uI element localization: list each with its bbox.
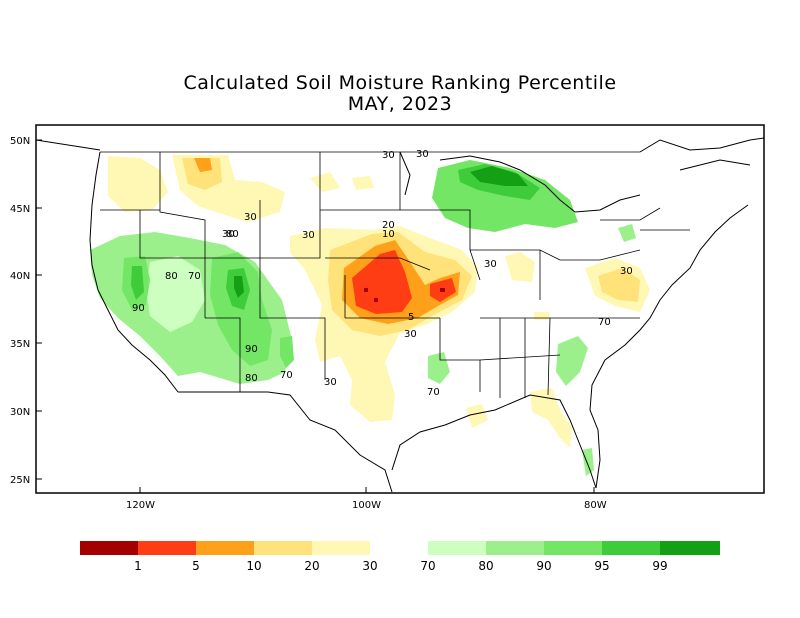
contour-label: 80 [245, 373, 258, 384]
dry-region-iowa [505, 252, 535, 282]
longitude-axis: 120W 100W 80W [126, 487, 607, 511]
wet-region-nm [280, 336, 294, 368]
wet-region-maine [618, 224, 636, 242]
map-layer: 30 30 30 30 20 10 80 80 70 90 90 80 70 3… [36, 137, 764, 493]
lon-label: 100W [352, 500, 381, 511]
wet-core-nevada [131, 266, 144, 300]
legend-label: 5 [192, 559, 200, 573]
lat-label: 50N [10, 136, 30, 147]
legend-swatch [196, 541, 254, 555]
dry-region-gulf-small [466, 404, 488, 428]
coastlines [36, 137, 764, 493]
contour-label: 30 [484, 259, 497, 270]
legend-swatch [254, 541, 312, 555]
dry-region-gulf-coast [530, 388, 572, 448]
wet-region-carolina [556, 336, 588, 386]
contour-label: 30 [244, 212, 257, 223]
lat-label: 25N [10, 475, 30, 486]
dry-region-montana [108, 156, 168, 212]
wet-region-west-light [146, 256, 205, 332]
contour-label: 70 [188, 271, 201, 282]
contour-label: 70 [427, 387, 440, 398]
legend: 1 5 10 20 30 70 80 90 95 99 [80, 541, 720, 573]
legend-swatch [80, 541, 138, 555]
legend-label: 20 [304, 559, 319, 573]
contour-label: 80 [165, 271, 178, 282]
legend-label: 90 [536, 559, 551, 573]
contour-label: 30 [404, 329, 417, 340]
wet-top-utah [234, 276, 244, 298]
contour-label: 30 [324, 377, 337, 388]
contour-label: 70 [280, 370, 293, 381]
dry-region-idaho-10 [194, 158, 212, 172]
dry-region-idaho-20 [182, 158, 222, 190]
wet-region-gulf [428, 352, 450, 384]
contour-label: 30 [382, 150, 395, 161]
latitude-axis: 50N 45N 40N 35N 30N 25N [10, 136, 42, 486]
contour-label: 30 [416, 149, 429, 160]
contour-label: 30 [302, 230, 315, 241]
map-frame [35, 124, 765, 494]
lat-label: 45N [10, 204, 30, 215]
map-title: Calculated Soil Moisture Ranking Percent… [183, 72, 617, 94]
legend-label: 30 [362, 559, 377, 573]
contour-label: 30 [620, 266, 633, 277]
legend-label: 99 [652, 559, 667, 573]
contour-label: 90 [245, 344, 258, 355]
legend-label: 10 [246, 559, 261, 573]
dry-region-mid-atlantic-20 [598, 268, 640, 302]
lat-label: 40N [10, 271, 30, 282]
wet-core-great-lakes [470, 166, 528, 186]
contour-label: 30 [222, 229, 235, 240]
legend-swatch [312, 541, 370, 555]
lon-label: 80W [584, 500, 607, 511]
legend-label: 70 [420, 559, 435, 573]
contour-label: 10 [382, 229, 395, 240]
lat-label: 35N [10, 339, 30, 350]
legend-label: 95 [594, 559, 609, 573]
legend-swatch [138, 541, 196, 555]
lon-label: 120W [126, 500, 155, 511]
legend-swatch [544, 541, 602, 555]
legend-swatch [428, 541, 486, 555]
contour-label: 80 [226, 229, 239, 240]
legend-swatch [660, 541, 720, 555]
legend-swatch [602, 541, 660, 555]
map-subtitle: MAY, 2023 [347, 93, 453, 115]
legend-label: 80 [478, 559, 493, 573]
dry-region-ohio [534, 312, 550, 320]
contour-label: 70 [598, 317, 611, 328]
wet-region-florida [582, 448, 594, 476]
legend-swatch [486, 541, 544, 555]
legend-label: 1 [134, 559, 142, 573]
contour-label: 5 [408, 312, 414, 323]
contour-label: 20 [382, 220, 395, 231]
contour-label: 90 [132, 303, 145, 314]
dry-region-sw [310, 172, 374, 192]
lat-label: 30N [10, 407, 30, 418]
